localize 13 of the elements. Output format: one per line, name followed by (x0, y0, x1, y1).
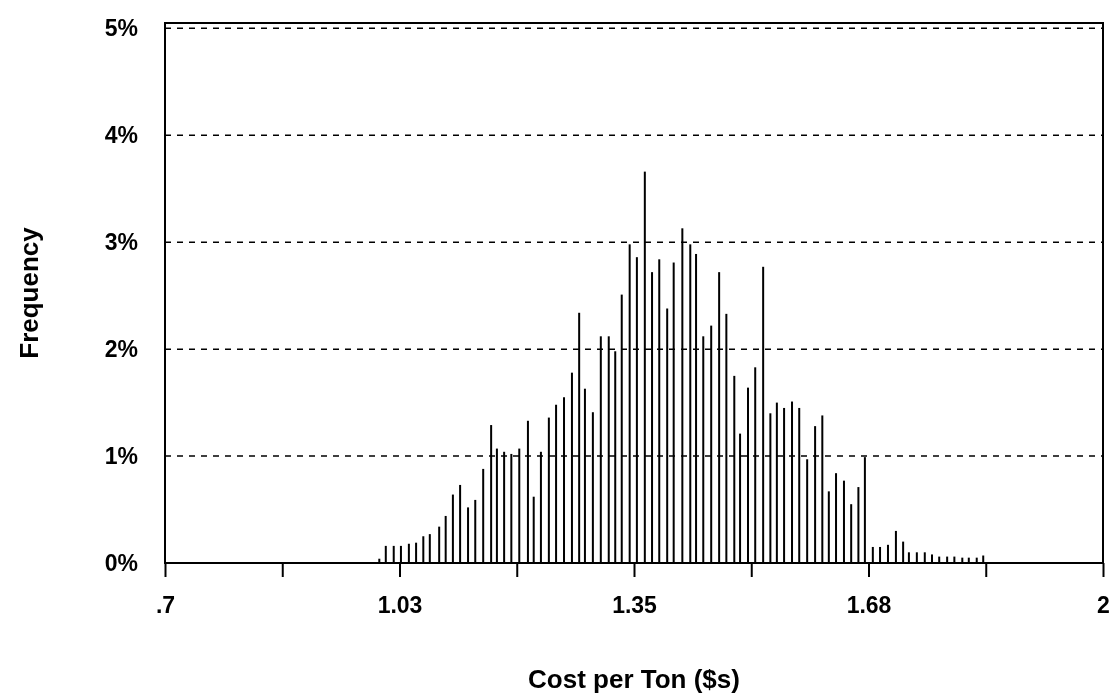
y-tick-label: 3% (104, 229, 138, 256)
x-tick-label: 1.68 (846, 592, 892, 619)
x-tick-label: 1.35 (612, 592, 658, 619)
x-tick-label: 2 (1097, 592, 1110, 619)
y-tick-label: 4% (104, 122, 138, 149)
y-tick-label: 2% (104, 336, 138, 362)
x-axis-title: Cost per Ton ($s) (528, 664, 740, 694)
x-tick-label: .7 (155, 592, 176, 619)
y-tick-label: 5% (104, 15, 138, 42)
x-tick-label: 1.03 (377, 592, 423, 619)
y-tick-label: 1% (104, 442, 138, 469)
y-axis-title: Frequency (14, 226, 44, 359)
y-tick-label: 0% (104, 549, 138, 576)
